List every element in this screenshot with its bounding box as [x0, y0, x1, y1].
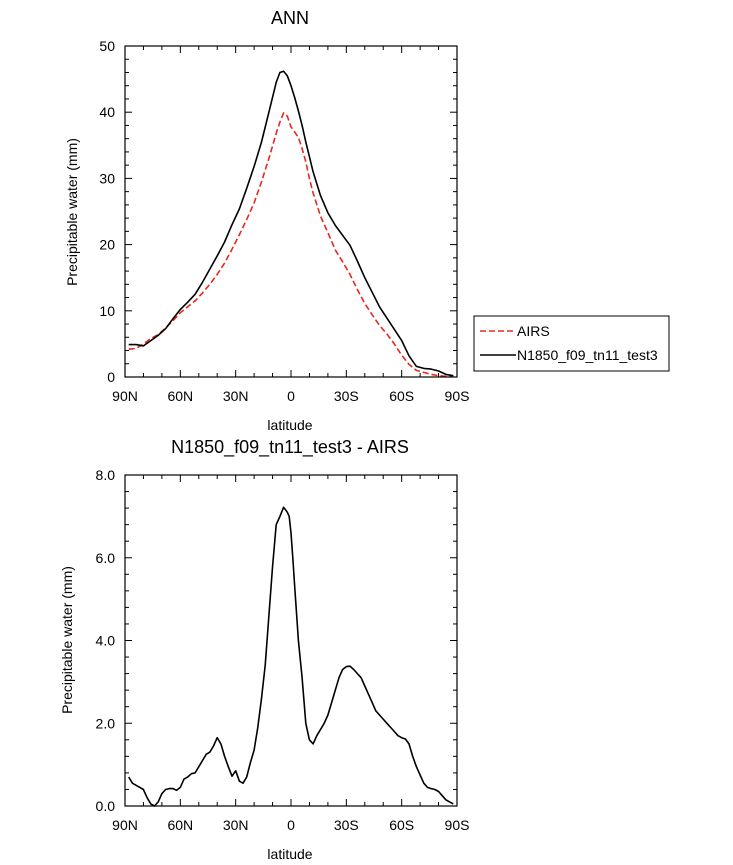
x-tick-label: 90S — [445, 388, 470, 404]
x-tick-label: 90N — [112, 817, 138, 833]
series-line-n1850-f09-tn11-test3 — [128, 70, 454, 377]
y-tick-label: 0 — [107, 369, 115, 385]
tick-group: 90N 60N 30N 0 30S 60S 90S 0.0 2.0 4.0 6.0 8.0 — [96, 467, 470, 833]
y-tick-label: 4.0 — [96, 633, 116, 649]
tick-group: 90N 60N 30N 0 30S 60S 90S 0 10 20 30 40 50 — [99, 38, 469, 404]
x-tick-label: 0 — [287, 388, 295, 404]
series-line-n1850-f09-tn11-test3-airs — [128, 506, 454, 807]
series-group — [128, 506, 454, 807]
y-tick-label: 30 — [99, 170, 115, 186]
x-tick-label: 90N — [112, 388, 138, 404]
x-tick-label: 90S — [445, 817, 470, 833]
x-tick-label: 30N — [223, 388, 249, 404]
x-tick-label: 60S — [389, 388, 414, 404]
y-axis-label: Precipitable water (mm) — [59, 566, 75, 714]
x-tick-label: 30N — [223, 817, 249, 833]
y-tick-label: 6.0 — [96, 550, 116, 566]
y-tick-label: 40 — [99, 104, 115, 120]
panel-title: ANN — [271, 8, 309, 28]
y-tick-label: 10 — [99, 303, 115, 319]
plot-frame — [124, 45, 458, 378]
x-tick-label: 30S — [334, 817, 359, 833]
legend: AIRS N1850_f09_tn11_test3 — [473, 315, 670, 372]
series-group — [128, 70, 454, 378]
legend-label-model: N1850_f09_tn11_test3 — [517, 347, 658, 363]
y-tick-label: 20 — [99, 237, 115, 253]
x-tick-label: 0 — [287, 817, 295, 833]
x-tick-label: 60S — [389, 817, 414, 833]
legend-label-airs: AIRS — [517, 323, 550, 339]
x-axis-label: latitude — [267, 417, 312, 433]
x-tick-label: 60N — [167, 817, 193, 833]
difference-panel: N1850_f09_tn11_test3 - AIRS Precipitable… — [59, 437, 469, 862]
x-axis-label: latitude — [267, 846, 312, 862]
y-tick-label: 50 — [99, 38, 115, 54]
y-tick-label: 2.0 — [96, 715, 116, 731]
legend-box — [473, 315, 670, 372]
series-line-airs — [128, 112, 454, 378]
annual-precip-panel: ANN Precipitable water (mm) latitude 90N… — [64, 8, 469, 433]
y-tick-label: 0.0 — [96, 798, 116, 814]
y-axis-label: Precipitable water (mm) — [64, 138, 80, 286]
x-tick-label: 30S — [334, 388, 359, 404]
plot-frame — [124, 474, 458, 807]
y-tick-label: 8.0 — [96, 467, 116, 483]
panel-title: N1850_f09_tn11_test3 - AIRS — [171, 437, 409, 458]
x-tick-label: 60N — [167, 388, 193, 404]
